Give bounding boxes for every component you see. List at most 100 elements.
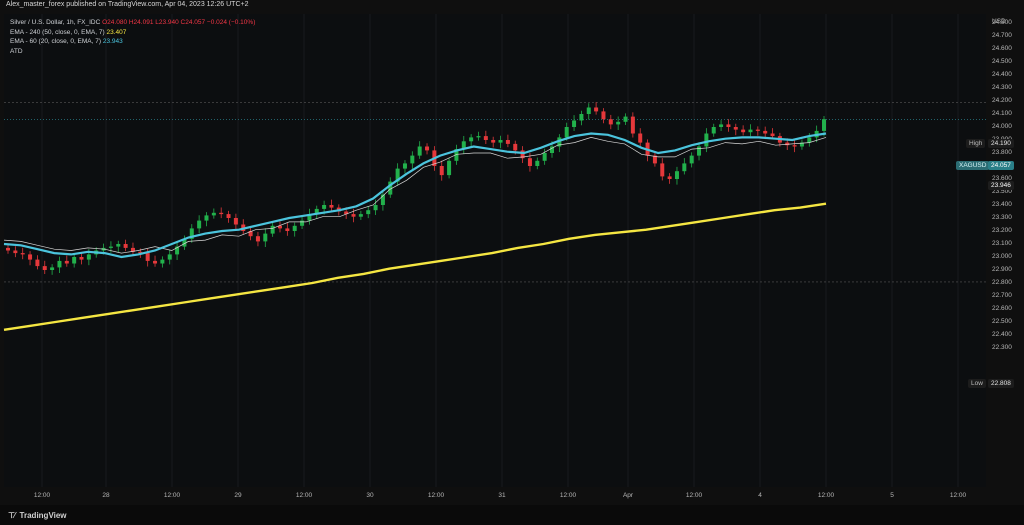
candle-down <box>483 136 488 140</box>
candle-down <box>527 158 532 166</box>
candle-down <box>785 142 790 146</box>
candle-up <box>674 171 679 179</box>
candle-down <box>219 212 224 215</box>
published-line: Alex_master_forex published on TradingVi… <box>6 1 249 8</box>
legend-ema240-row[interactable]: EMA - 240 (50, close, 0, EMA, 7) 23.407 <box>10 28 255 38</box>
candle-down <box>344 211 349 215</box>
price-tick-label: 24.600 <box>992 45 1012 52</box>
candle-down <box>594 107 599 112</box>
candle-up <box>417 146 422 156</box>
time-tick-label: 31 <box>498 492 506 499</box>
candle-down <box>130 247 135 252</box>
candle-up <box>586 107 591 114</box>
candle-up <box>564 127 569 138</box>
candle-up <box>498 140 503 143</box>
candle-up <box>380 194 385 205</box>
candle-up <box>711 127 716 134</box>
candle-up <box>682 163 687 172</box>
time-axis[interactable] <box>4 487 986 505</box>
legend-ema60-value: 23.943 <box>102 38 123 45</box>
price-tick-label: 24.400 <box>992 71 1012 78</box>
legend-ema60-label: EMA - 60 (20, close, 0, EMA, 7) <box>10 38 102 45</box>
time-tick-label: 12:00 <box>163 492 181 499</box>
candle-up <box>550 146 554 153</box>
candle-up <box>461 141 466 150</box>
candle-down <box>608 119 613 125</box>
candle-down <box>726 124 731 127</box>
time-tick-label: 4 <box>758 492 762 499</box>
candle-up <box>197 220 202 229</box>
legend-atd: ATD <box>10 47 23 55</box>
candle-up <box>822 119 826 131</box>
tradingview-logo[interactable]: ⊤⁄ TradingView <box>8 511 67 520</box>
candle-down <box>505 140 510 144</box>
price-tick-label: 23.500 <box>992 188 1012 195</box>
legend-symbol: Silver / U.S. Dollar, 1h, FX_IDC <box>10 19 101 26</box>
candle-up <box>748 129 753 133</box>
candle-up <box>270 225 275 234</box>
candle-up <box>557 137 562 147</box>
candle-up <box>204 215 209 221</box>
candle-down <box>153 260 158 264</box>
candle-up <box>358 214 363 217</box>
candle-up <box>211 212 216 216</box>
price-tick-label: 24.100 <box>992 110 1012 117</box>
candle-up <box>572 120 577 127</box>
candle-down <box>329 205 334 208</box>
candle-up <box>322 205 327 209</box>
candle-up <box>704 133 709 147</box>
tv-logo-icon: ⊤⁄ <box>8 511 15 520</box>
candle-down <box>667 176 672 179</box>
legend-ema240-label: EMA - 240 (50, close, 0, EMA, 7) <box>10 28 105 36</box>
currency-label: USD <box>992 18 1006 25</box>
price-tick-label: 22.300 <box>992 344 1012 351</box>
candle-down <box>123 244 128 248</box>
legend-atd-row[interactable]: ATD <box>10 47 255 57</box>
symbol-tag: XAGUSD <box>956 161 990 170</box>
candle-up <box>799 142 804 147</box>
candle-up <box>373 205 378 211</box>
price-tick-label: 22.700 <box>992 292 1012 299</box>
candle-down <box>13 250 18 254</box>
price-tick-label: 24.300 <box>992 84 1012 91</box>
candle-down <box>42 266 47 270</box>
candle-down <box>285 228 290 231</box>
price-tick-label: 24.800 <box>992 19 1012 26</box>
candle-down <box>79 257 84 260</box>
candle-up <box>402 163 407 169</box>
candle-up <box>50 267 55 270</box>
candle-down <box>226 214 231 218</box>
time-tick-label: 12:00 <box>685 492 703 499</box>
candle-down <box>601 111 606 120</box>
chart-grid <box>41 14 959 487</box>
time-tick-label: 5 <box>890 492 894 499</box>
low-label-tag: Low <box>968 379 986 388</box>
candle-down <box>145 253 150 261</box>
price-tick-label: 24.200 <box>992 97 1012 104</box>
candle-up <box>167 254 172 260</box>
time-tick-label: 12:00 <box>559 492 577 499</box>
legend-ema60-row[interactable]: EMA - 60 (20, close, 0, EMA, 7) 23.943 <box>10 37 255 47</box>
candle-down <box>630 116 635 134</box>
price-tick-label: 22.900 <box>992 266 1012 273</box>
footer-brand: TradingView <box>19 511 67 520</box>
candle-up <box>447 160 452 176</box>
candle-down <box>278 225 282 229</box>
candle-down <box>755 129 760 131</box>
chart-pane[interactable] <box>4 14 986 487</box>
price-axis[interactable] <box>986 14 1024 487</box>
candle-down <box>491 140 496 143</box>
candle-down <box>138 251 143 254</box>
candle-down <box>20 253 25 255</box>
time-tick-label: 12:00 <box>33 492 51 499</box>
candle-up <box>476 136 481 138</box>
candle-down <box>64 260 69 264</box>
candle-up <box>579 114 584 121</box>
price-tick-label: 23.800 <box>992 149 1012 156</box>
legend-symbol-row[interactable]: Silver / U.S. Dollar, 1h, FX_IDC O24.080… <box>10 18 255 28</box>
price-tick-label: 23.400 <box>992 201 1012 208</box>
legend: Silver / U.S. Dollar, 1h, FX_IDC O24.080… <box>10 18 255 56</box>
price-tick-label: 23.600 <box>992 175 1012 182</box>
candle-down <box>6 247 10 251</box>
